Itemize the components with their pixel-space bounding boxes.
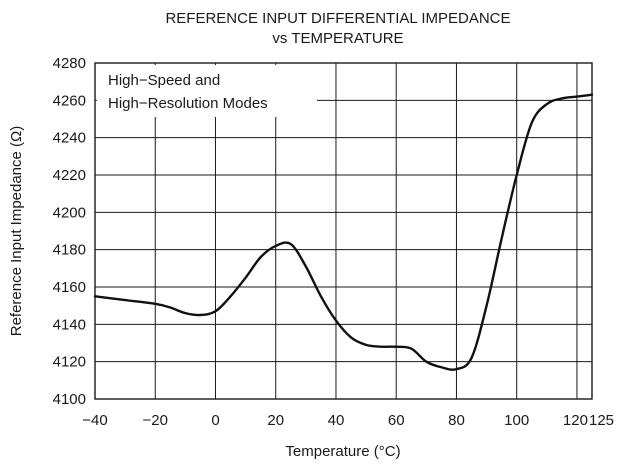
chart-title-line-1: REFERENCE INPUT DIFFERENTIAL IMPEDANCE	[165, 10, 510, 27]
x-tick-label: 100	[504, 412, 529, 429]
y-axis-label: Reference Input Impedance (Ω)	[8, 126, 25, 337]
x-tick-label: 40	[328, 412, 345, 429]
x-axis-label: Temperature (°C)	[285, 443, 400, 460]
y-tick-label: 4200	[53, 204, 86, 221]
series-line	[93, 93, 594, 371]
legend-box	[97, 65, 317, 117]
legend-line-2: High−Resolution Modes	[108, 95, 268, 112]
x-tick-label: 20	[267, 412, 284, 429]
legend: High−Speed and High−Resolution Modes	[97, 65, 317, 117]
x-tick-label: −20	[143, 412, 168, 429]
chart-title-line-2: vs TEMPERATURE	[272, 30, 403, 47]
x-tick-label: 80	[448, 412, 465, 429]
x-tick-label: 120	[563, 412, 588, 429]
grid	[95, 63, 592, 399]
y-tick-label: 4180	[53, 242, 86, 259]
y-tick-label: 4260	[53, 92, 86, 109]
y-tick-label: 4120	[53, 354, 86, 371]
x-tick-labels: −40 −20 0 20 40 60 80 100 120 125	[82, 412, 614, 429]
y-tick-label: 4100	[53, 391, 86, 408]
y-tick-label: 4160	[53, 279, 86, 296]
x-tick-label: −40	[82, 412, 107, 429]
x-tick-label: 125	[589, 412, 614, 429]
y-tick-label: 4220	[53, 167, 86, 184]
y-tick-label: 4240	[53, 130, 86, 147]
y-tick-labels: 4100 4120 4140 4160 4180 4200 4220 4240 4260 4280	[53, 55, 86, 408]
y-tick-label: 4280	[53, 55, 86, 72]
plot-frame	[94, 62, 593, 400]
x-tick-label: 0	[211, 412, 219, 429]
y-tick-label: 4140	[53, 316, 86, 333]
legend-line-1: High−Speed and	[108, 72, 220, 89]
x-tick-label: 60	[388, 412, 405, 429]
